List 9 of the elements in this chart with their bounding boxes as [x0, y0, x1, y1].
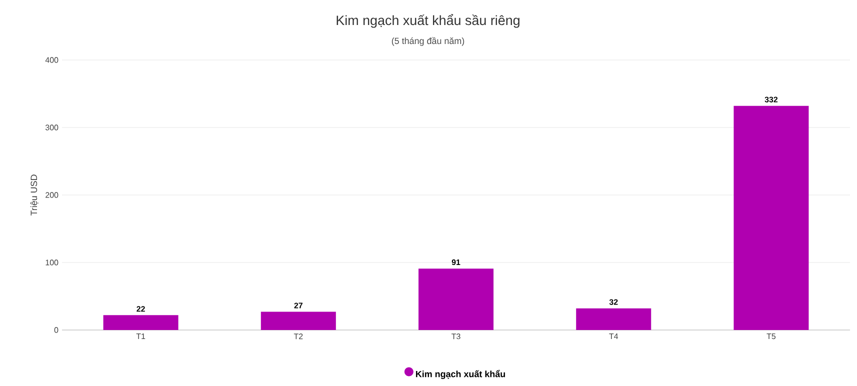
chart-subtitle: (5 tháng đầu năm): [392, 37, 464, 46]
bar: [103, 315, 178, 330]
legend-label: Kim ngạch xuất khẩu: [416, 370, 505, 380]
bar: [576, 308, 652, 330]
chart-title: Kim ngạch xuất khẩu sầu riêng: [336, 14, 520, 28]
bar: [260, 312, 336, 330]
y-axis-title: Triệu USD: [30, 174, 38, 216]
bar: [418, 268, 494, 330]
bar: [734, 106, 809, 330]
